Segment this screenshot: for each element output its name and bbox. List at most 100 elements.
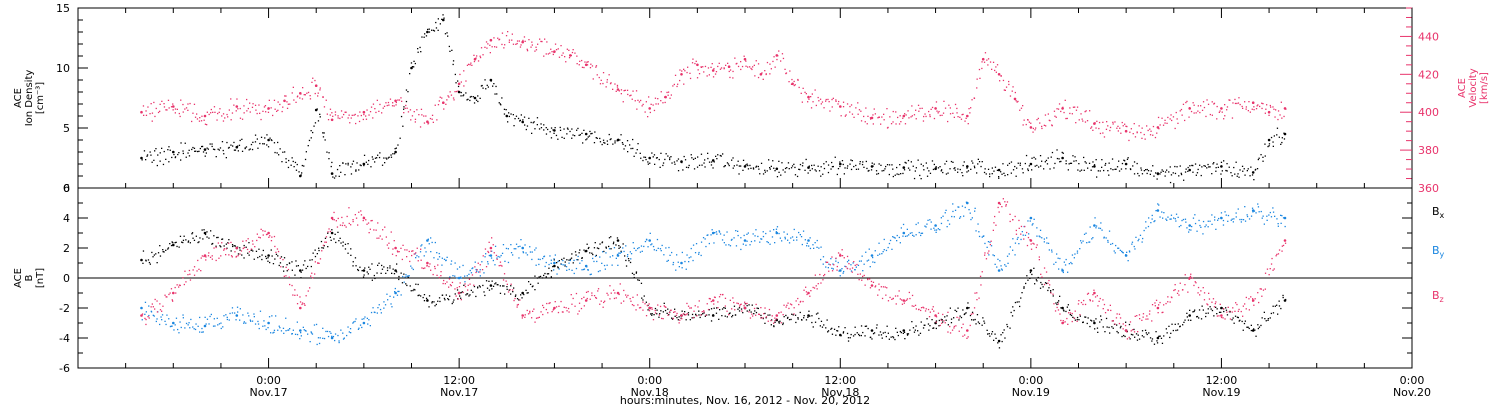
data-point-density	[489, 78, 493, 82]
data-point-bx	[318, 249, 320, 252]
data-point-by	[177, 328, 179, 331]
data-point-bz	[869, 278, 871, 280]
data-point-bx	[374, 277, 376, 280]
data-point-density	[1073, 160, 1075, 162]
data-point-velocity	[522, 39, 524, 42]
data-point-density	[1036, 164, 1038, 167]
data-point-density	[1044, 161, 1046, 163]
data-point-bz	[587, 290, 589, 293]
data-point-density	[903, 169, 906, 171]
data-point-velocity	[1120, 132, 1122, 134]
data-point-bz	[464, 283, 466, 285]
data-point-bx	[259, 255, 261, 258]
data-point-bx	[521, 297, 523, 299]
data-point-density	[494, 93, 496, 95]
data-point-by	[1134, 248, 1136, 250]
data-point-velocity	[1063, 111, 1065, 114]
data-point-bz	[228, 254, 230, 256]
data-point-by	[1159, 216, 1161, 218]
data-point-bx	[553, 259, 555, 261]
data-point-velocity	[545, 53, 547, 55]
data-point-bz	[638, 307, 641, 309]
data-point-bx	[695, 313, 697, 315]
data-point-bz	[591, 292, 593, 294]
data-point-velocity	[1188, 107, 1191, 110]
data-point-by	[1095, 225, 1098, 227]
data-point-bz	[384, 226, 386, 228]
data-point-velocity	[512, 43, 515, 45]
data-point-velocity	[1216, 118, 1218, 120]
data-point-bx	[911, 321, 913, 323]
data-point-by	[468, 273, 470, 275]
data-point-by	[619, 252, 621, 254]
data-point-velocity	[331, 112, 333, 114]
data-point-velocity	[491, 46, 493, 48]
data-point-velocity	[995, 71, 997, 73]
data-point-density	[929, 172, 932, 174]
data-point-by	[1117, 247, 1119, 249]
data-point-velocity	[1032, 127, 1034, 130]
data-point-velocity	[279, 103, 281, 106]
data-point-density	[1111, 158, 1114, 160]
data-point-density	[935, 166, 937, 168]
data-point-density	[1159, 173, 1161, 175]
data-point-bz	[416, 247, 418, 249]
data-point-velocity	[584, 63, 588, 67]
data-point-bz	[1026, 244, 1029, 247]
data-point-by	[1029, 216, 1033, 220]
data-point-velocity	[487, 43, 489, 45]
data-point-bx	[596, 247, 599, 249]
data-point-by	[1215, 228, 1217, 230]
data-point-density	[1183, 179, 1185, 181]
data-point-bz	[1145, 318, 1147, 320]
data-point-bz	[336, 226, 339, 228]
data-point-density	[1244, 174, 1246, 176]
data-point-bz	[976, 299, 978, 301]
data-point-velocity	[226, 113, 228, 116]
data-point-density	[1172, 172, 1174, 174]
data-point-density	[1195, 174, 1197, 176]
data-point-bz	[442, 282, 444, 285]
data-point-bz	[758, 313, 761, 316]
data-point-bz	[679, 319, 681, 321]
data-point-bz	[694, 305, 696, 307]
data-point-velocity	[817, 96, 819, 99]
data-point-bx	[510, 285, 512, 287]
data-point-bx	[466, 293, 469, 295]
data-point-density	[760, 162, 763, 164]
data-point-by	[1014, 254, 1016, 256]
data-point-bz	[708, 297, 710, 300]
data-point-velocity	[576, 63, 578, 65]
data-point-velocity	[314, 92, 316, 95]
data-point-by	[1108, 230, 1111, 232]
data-point-bx	[479, 286, 481, 288]
data-point-by	[1111, 242, 1114, 245]
data-point-density	[601, 143, 603, 146]
data-point-density	[394, 148, 396, 150]
data-point-density	[769, 167, 771, 169]
data-point-by	[735, 230, 737, 232]
data-point-density	[251, 148, 254, 151]
data-point-bz	[878, 283, 880, 285]
data-point-velocity	[616, 84, 619, 87]
data-point-by	[279, 327, 281, 329]
data-point-velocity	[348, 114, 350, 116]
data-point-velocity	[904, 123, 907, 125]
data-point-bx	[716, 307, 718, 309]
data-point-velocity	[230, 98, 232, 100]
data-point-density	[287, 166, 290, 169]
data-point-density	[233, 149, 236, 151]
data-point-bx	[878, 334, 880, 336]
data-point-by	[400, 294, 402, 296]
data-point-velocity	[956, 107, 958, 110]
data-point-bz	[1151, 320, 1153, 322]
data-point-by	[460, 276, 462, 278]
data-point-bx	[333, 238, 335, 240]
data-point-density	[314, 122, 317, 124]
data-point-by	[577, 255, 579, 258]
data-point-velocity	[1268, 114, 1270, 116]
data-point-bz	[1207, 304, 1209, 306]
data-point-bx	[633, 273, 635, 276]
data-point-bz	[1189, 275, 1192, 278]
data-point-bx	[671, 318, 674, 320]
